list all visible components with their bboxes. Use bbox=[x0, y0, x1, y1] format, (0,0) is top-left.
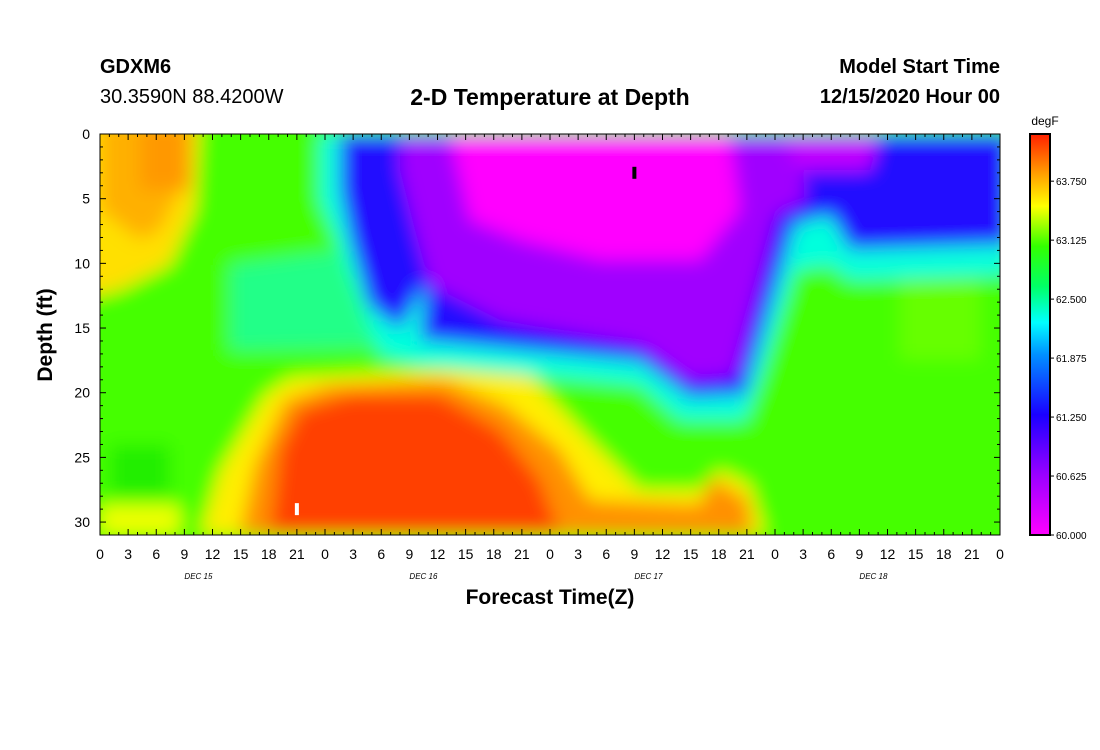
x-tick-label: 15 bbox=[908, 546, 924, 562]
station-id: GDXM6 bbox=[100, 56, 172, 78]
day-label: DEC 18 bbox=[859, 572, 888, 581]
colorbar: degF 63.750 63.125 62.500 61.875 61.250 60.62… bbox=[1029, 114, 1087, 542]
x-tick-label: 15 bbox=[458, 546, 474, 562]
x-tick-label: 15 bbox=[233, 546, 249, 562]
x-tick-label: 9 bbox=[855, 546, 863, 562]
x-tick-label: 6 bbox=[827, 546, 835, 562]
model-start-value: 12/15/2020 Hour 00 bbox=[819, 86, 1000, 108]
x-tick-label: 18 bbox=[486, 546, 502, 562]
colorbar-tick-label: 63.750 bbox=[1056, 177, 1087, 188]
x-tick-label: 3 bbox=[124, 546, 132, 562]
colorbar-tick-label: 63.125 bbox=[1056, 236, 1087, 247]
x-tick-label: 18 bbox=[711, 546, 727, 562]
x-tick-label: 18 bbox=[261, 546, 277, 562]
day-label: DEC 17 bbox=[634, 572, 663, 581]
x-tick-label: 15 bbox=[683, 546, 699, 562]
x-tick-label: 9 bbox=[630, 546, 638, 562]
colorbar-scale bbox=[1029, 133, 1051, 536]
x-axis: 0 3 6 9 12 15 18 21 0 3 6 9 12 15 18 21 0 3 6 9 12 15 18 21 0 3 6 9… bbox=[96, 134, 1004, 581]
y-tick-label: 5 bbox=[82, 191, 90, 207]
x-tick-label: 6 bbox=[602, 546, 610, 562]
x-tick-label: 6 bbox=[377, 546, 385, 562]
y-tick-label: 0 bbox=[82, 126, 90, 142]
colorbar-unit: degF bbox=[1031, 114, 1058, 128]
model-start-label: Model Start Time bbox=[839, 56, 1000, 78]
colorbar-tick-label: 60.000 bbox=[1056, 531, 1087, 542]
x-tick-label: 21 bbox=[964, 546, 980, 562]
x-tick-label: 9 bbox=[405, 546, 413, 562]
heatmap bbox=[100, 134, 1000, 535]
x-tick-label: 18 bbox=[936, 546, 952, 562]
y-axis: 0 5 10 15 20 25 30 bbox=[74, 126, 1000, 536]
x-tick-label: 12 bbox=[205, 546, 221, 562]
annotations bbox=[294, 166, 637, 516]
x-tick-label: 21 bbox=[289, 546, 305, 562]
colorbar-tick-label: 61.875 bbox=[1056, 354, 1087, 365]
colorbar-tick-label: 61.250 bbox=[1056, 413, 1087, 424]
x-tick-label: 3 bbox=[799, 546, 807, 562]
y-axis-label: Depth (ft) bbox=[34, 288, 57, 381]
day-label: DEC 16 bbox=[409, 572, 438, 581]
colorbar-tick-label: 60.625 bbox=[1056, 472, 1087, 483]
y-tick-label: 30 bbox=[74, 514, 90, 530]
marker bbox=[294, 503, 299, 516]
x-tick-label: 12 bbox=[655, 546, 671, 562]
y-tick-label: 15 bbox=[74, 320, 90, 336]
y-tick-label: 20 bbox=[74, 385, 90, 401]
chart-title: 2-D Temperature at Depth bbox=[410, 84, 690, 110]
colorbar-tick-label: 62.500 bbox=[1056, 295, 1087, 306]
day-label: DEC 15 bbox=[184, 572, 213, 581]
x-tick-label: 21 bbox=[739, 546, 755, 562]
x-tick-label: 12 bbox=[430, 546, 446, 562]
x-tick-label: 3 bbox=[574, 546, 582, 562]
x-tick-label: 6 bbox=[152, 546, 160, 562]
y-tick-label: 25 bbox=[74, 449, 90, 465]
x-axis-label: Forecast Time(Z) bbox=[466, 586, 635, 609]
x-tick-label: 0 bbox=[546, 546, 554, 562]
x-tick-label: 21 bbox=[514, 546, 530, 562]
x-tick-label: 0 bbox=[96, 546, 104, 562]
x-tick-label: 0 bbox=[771, 546, 779, 562]
x-tick-label: 3 bbox=[349, 546, 357, 562]
x-tick-label: 0 bbox=[996, 546, 1004, 562]
marker bbox=[632, 166, 637, 179]
x-tick-label: 12 bbox=[880, 546, 896, 562]
x-tick-label: 0 bbox=[321, 546, 329, 562]
station-coordinates: 30.3590N 88.4200W bbox=[100, 86, 284, 108]
y-tick-label: 10 bbox=[74, 255, 90, 271]
x-tick-label: 9 bbox=[180, 546, 188, 562]
colorbar-ticks: 63.750 63.125 62.500 61.875 61.250 60.625 60.0… bbox=[1050, 177, 1087, 542]
